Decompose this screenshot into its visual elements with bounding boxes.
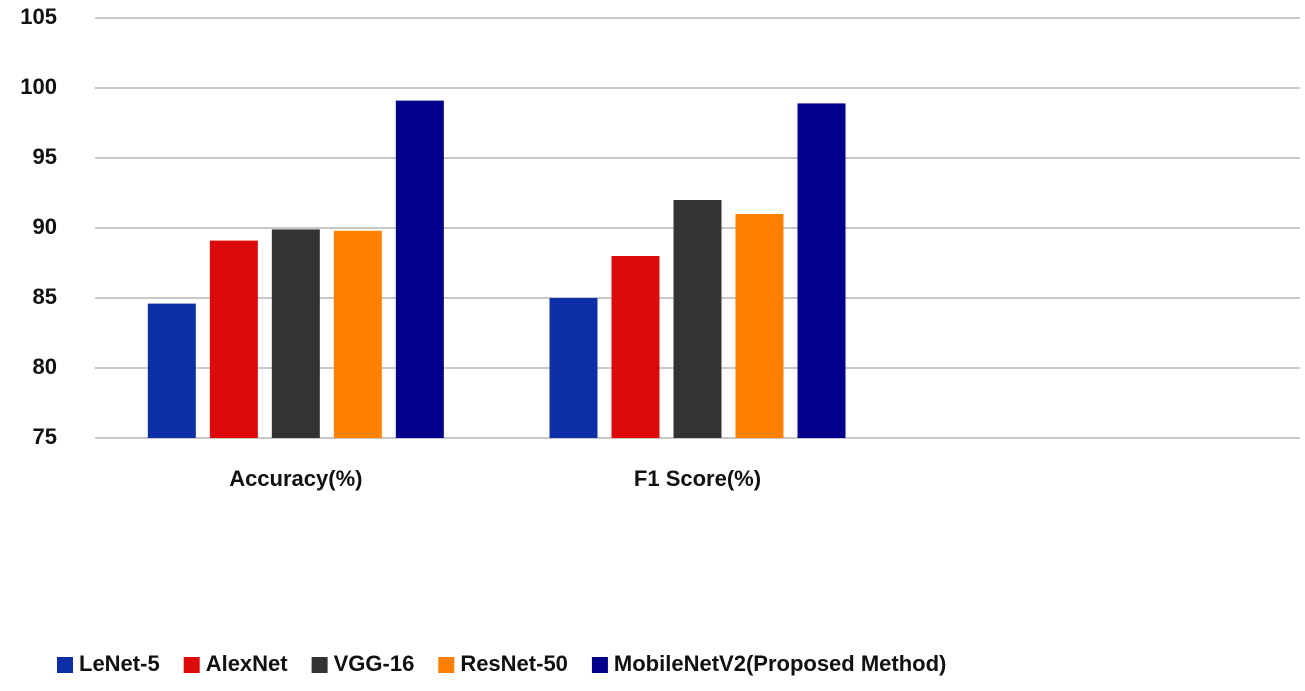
bar <box>735 214 784 438</box>
legend-label: ResNet-50 <box>460 651 568 676</box>
legend-label: VGG-16 <box>334 651 415 676</box>
bar <box>395 100 444 438</box>
x-tick-label: Accuracy(%) <box>229 466 362 491</box>
bar <box>147 303 196 438</box>
bar <box>611 256 660 438</box>
legend-swatch <box>438 657 455 673</box>
legend-swatch <box>57 657 73 673</box>
y-tick-label: 100 <box>20 74 57 99</box>
legend-label: MobileNetV2(Proposed Method) <box>614 651 946 676</box>
legend-label: AlexNet <box>206 651 289 676</box>
legend-swatch <box>311 657 328 673</box>
bar <box>209 240 258 438</box>
y-tick-label: 95 <box>33 144 57 169</box>
bar <box>333 230 382 438</box>
legend-swatch <box>591 657 608 673</box>
bar <box>271 229 320 438</box>
y-tick-label: 105 <box>20 4 57 29</box>
bar <box>549 298 598 438</box>
y-tick-label: 85 <box>33 284 57 309</box>
y-tick-label: 75 <box>33 424 57 449</box>
bar <box>673 200 722 438</box>
y-tick-label: 90 <box>33 214 57 239</box>
legend-label: LeNet-5 <box>79 651 160 676</box>
x-tick-label: F1 Score(%) <box>634 466 761 491</box>
bar <box>797 103 846 439</box>
legend-swatch <box>183 657 200 673</box>
y-tick-label: 80 <box>33 354 57 379</box>
